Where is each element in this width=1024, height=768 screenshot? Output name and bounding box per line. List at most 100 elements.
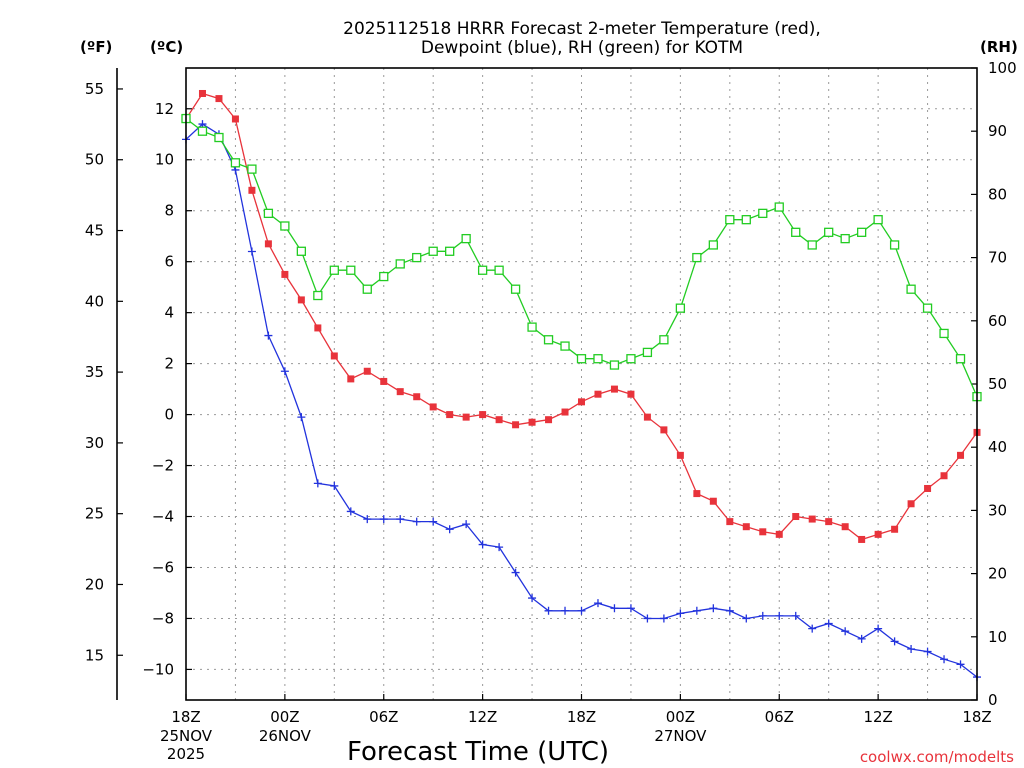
rh-point — [379, 271, 389, 282]
temperature-point — [726, 518, 734, 526]
credit-text: coolwx.com/modelts — [860, 748, 1014, 766]
dewpoint-point — [610, 604, 619, 613]
dewpoint-point — [643, 614, 652, 623]
rh-tick-label: 40 — [988, 438, 1007, 456]
rh-point — [296, 246, 307, 256]
x-tick-label: 12Z — [468, 708, 497, 726]
temperature-point — [363, 367, 371, 375]
rh-point — [280, 221, 290, 231]
rh-point — [197, 126, 208, 136]
dewpoint-point — [874, 624, 883, 633]
fahrenheit-tick-label: 15 — [85, 646, 104, 664]
rh-point — [543, 335, 554, 345]
celsius-tick-label: 2 — [164, 355, 174, 373]
temperature-point — [792, 513, 800, 521]
rh-point — [247, 164, 257, 174]
rh-point — [791, 227, 801, 237]
temperature-point — [413, 393, 421, 401]
rh-point — [708, 240, 718, 250]
temperature-point — [297, 296, 305, 304]
rh-point — [329, 265, 339, 275]
rh-point — [642, 347, 653, 358]
dewpoint-point — [659, 614, 668, 623]
dewpoint-point — [742, 614, 751, 623]
dewpoint-point — [577, 606, 586, 615]
temperature-point — [528, 418, 536, 426]
rh-point — [906, 284, 916, 294]
temperature-point — [874, 530, 882, 538]
rh-point — [494, 265, 504, 275]
dewpoint-point — [692, 606, 701, 615]
x-tick-date: 26NOV — [259, 727, 312, 745]
fahrenheit-tick-label: 50 — [85, 151, 104, 169]
rh-point — [346, 265, 356, 275]
celsius-tick-label: −4 — [152, 508, 174, 526]
temperature-point — [643, 413, 651, 421]
rh-point — [313, 290, 323, 301]
dewpoint-point — [940, 655, 949, 664]
fahrenheit-tick-label: 55 — [85, 80, 104, 98]
dewpoint-point — [445, 525, 454, 534]
celsius-tick-label: −8 — [152, 609, 174, 627]
rh-point — [626, 354, 636, 364]
rh-point — [758, 208, 768, 219]
temperature-point — [231, 115, 239, 123]
rh-point — [428, 246, 438, 256]
fahrenheit-unit-label: (ºF) — [80, 38, 112, 56]
celsius-tick-label: −10 — [142, 660, 174, 678]
dewpoint-point — [725, 606, 734, 615]
axis-ticks: 121086420−2−4−6−8−1055504540353025201510… — [85, 59, 1017, 763]
rh-point — [824, 227, 834, 237]
temperature-point — [891, 525, 899, 533]
rh-point — [560, 341, 570, 351]
dewpoint-point — [626, 604, 635, 613]
fahrenheit-tick-label: 30 — [85, 434, 104, 452]
temperature-point — [924, 484, 932, 492]
temperature-point — [610, 385, 618, 393]
dewpoint-point — [676, 609, 685, 618]
rh-point — [230, 158, 241, 168]
temperature-point — [561, 408, 569, 416]
dewpoint-point — [709, 604, 718, 613]
fahrenheit-tick-label: 20 — [85, 575, 104, 593]
dewpoint-point — [758, 611, 767, 620]
rh-point — [774, 202, 784, 212]
dewpoint-point — [841, 627, 850, 636]
x-tick-label: 18Z — [171, 708, 200, 726]
rh-point — [840, 233, 850, 244]
rh-tick-label: 70 — [988, 249, 1007, 267]
dewpoint-point — [247, 247, 256, 256]
x-tick-label: 00Z — [270, 708, 299, 726]
temperature-point — [380, 377, 388, 385]
temperature-point — [627, 390, 635, 398]
dewpoint-point — [379, 515, 388, 524]
dewpoint-point — [775, 611, 784, 620]
dewpoint-point — [923, 647, 932, 656]
rh-point — [939, 328, 949, 339]
celsius-tick-label: 12 — [155, 100, 174, 118]
x-axis-label: Forecast Time (UTC) — [347, 737, 609, 767]
rh-tick-label: 80 — [988, 185, 1007, 203]
rh-tick-label: 10 — [988, 628, 1007, 646]
rh-point — [955, 354, 966, 364]
dewpoint-point — [528, 594, 537, 603]
dewpoint-point — [593, 599, 602, 608]
temperature-point — [841, 523, 849, 531]
celsius-tick-label: 6 — [164, 253, 174, 271]
x-tick-label: 00Z — [666, 708, 695, 726]
rh-point — [445, 246, 455, 256]
temperature-point — [940, 472, 948, 480]
rh-point — [725, 215, 735, 225]
temperature-point — [742, 523, 750, 531]
celsius-unit-label: (ºC) — [150, 38, 183, 56]
temperature-point — [709, 497, 717, 505]
temperature-point — [479, 411, 487, 419]
fahrenheit-tick-label: 35 — [85, 363, 104, 381]
temperature-point — [775, 530, 783, 538]
temperature-point — [512, 421, 520, 429]
rh-point — [692, 252, 702, 263]
temperature-point — [215, 95, 223, 103]
dewpoint-point — [791, 611, 800, 620]
dewpoint-point — [956, 660, 965, 669]
